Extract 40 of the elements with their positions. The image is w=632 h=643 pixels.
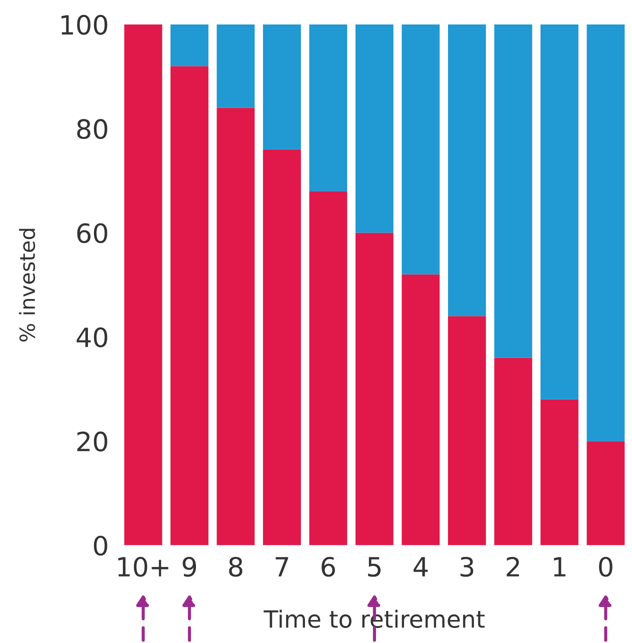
x-tick-label: 8 [229, 556, 242, 577]
bar [262, 24, 301, 150]
x-tick-label: 2 [506, 556, 519, 576]
bar [540, 24, 578, 400]
y-tick-label: 0 [94, 536, 108, 556]
bar [494, 358, 532, 546]
bar [402, 24, 440, 274]
bar [262, 149, 301, 546]
y-axis-title: % invested [18, 228, 36, 342]
bar [448, 24, 486, 316]
bar [309, 24, 348, 192]
y-tick-label: 100 [62, 14, 108, 35]
x-tick-label: 6 [322, 556, 335, 577]
x-tick-label: 3 [460, 556, 474, 577]
y-tick-label: 80 [77, 119, 108, 139]
x-axis-title: Time to retirement [264, 610, 485, 628]
bar [355, 24, 394, 233]
bar [216, 24, 255, 108]
bar [540, 399, 578, 546]
x-tick-label: 5 [368, 557, 381, 577]
x-tick-label: 9 [182, 556, 196, 577]
bar [494, 24, 532, 358]
bar [355, 232, 394, 546]
x-tick-label: 4 [414, 557, 428, 576]
bar [124, 24, 162, 546]
bar [448, 316, 486, 546]
y-tick-label: 20 [77, 432, 108, 452]
bar [586, 441, 625, 546]
bar [586, 24, 625, 442]
x-tick-label: 7 [276, 557, 288, 576]
x-tick-label: 1 [554, 557, 566, 576]
bar [402, 274, 440, 546]
y-tick-label: 40 [76, 327, 108, 348]
x-tick-label: 10+ [118, 556, 168, 577]
bar [170, 66, 208, 546]
bar [170, 24, 208, 66]
x-tick-label: 0 [599, 556, 612, 577]
bar [216, 108, 255, 546]
y-tick-label: 60 [77, 223, 108, 244]
bar [309, 191, 348, 546]
